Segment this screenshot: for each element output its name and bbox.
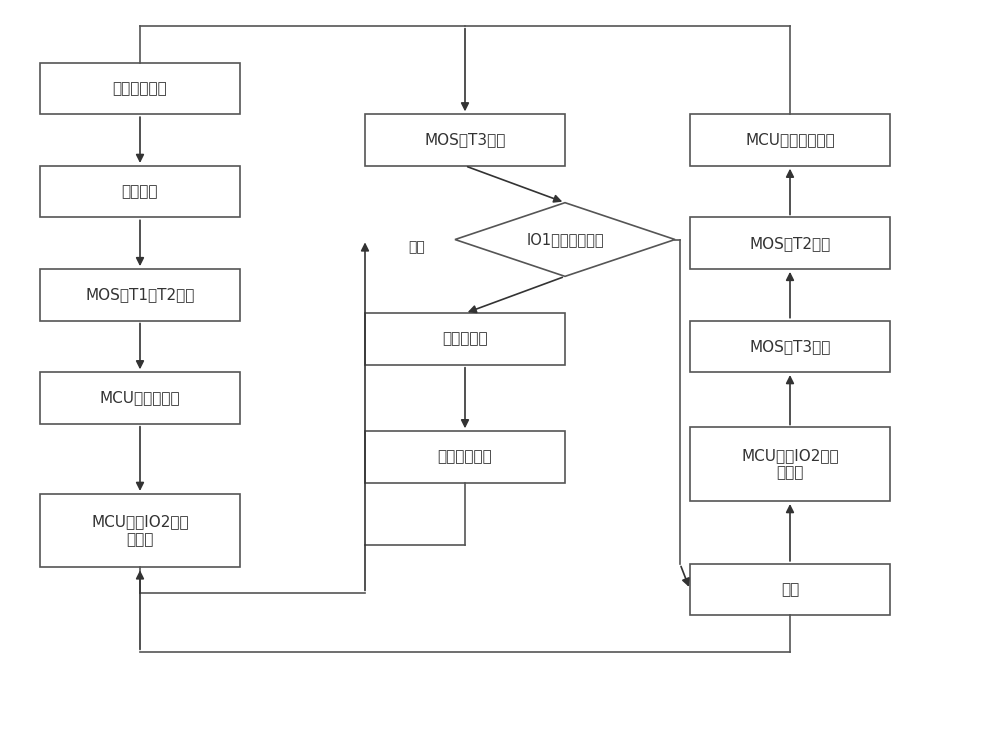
FancyBboxPatch shape [365,313,565,365]
Text: MCU上电初始化: MCU上电初始化 [100,391,180,405]
Text: MCU引脚IO2输出
低电平: MCU引脚IO2输出 低电平 [91,514,189,547]
Text: 长接: 长接 [781,582,799,597]
FancyBboxPatch shape [40,166,240,217]
Text: MCU断电停止工作: MCU断电停止工作 [745,133,835,147]
FancyBboxPatch shape [40,372,240,424]
Text: MOS管T2截止: MOS管T2截止 [749,236,831,251]
Polygon shape [455,203,675,276]
FancyBboxPatch shape [40,269,240,321]
FancyBboxPatch shape [690,427,890,501]
Text: 未按: 未按 [408,240,425,254]
FancyBboxPatch shape [690,564,890,615]
FancyBboxPatch shape [40,63,240,114]
Text: 单击或双击: 单击或双击 [442,332,488,346]
FancyBboxPatch shape [40,494,240,567]
Text: MOS管T3导通: MOS管T3导通 [424,133,506,147]
Text: MCU引脚IO2输出
高电平: MCU引脚IO2输出 高电平 [741,448,839,481]
FancyBboxPatch shape [690,217,890,269]
Text: 装置待机状态: 装置待机状态 [113,81,167,96]
FancyBboxPatch shape [365,114,565,166]
Text: MOS管T1、T2导通: MOS管T1、T2导通 [85,287,195,302]
FancyBboxPatch shape [690,114,890,166]
Text: 执行用户功能: 执行用户功能 [438,450,492,464]
Text: IO1查询按键状态: IO1查询按键状态 [526,232,604,247]
FancyBboxPatch shape [690,321,890,372]
Text: 按下按键: 按下按键 [122,184,158,199]
Text: MOS管T3截止: MOS管T3截止 [749,339,831,354]
FancyBboxPatch shape [365,431,565,483]
